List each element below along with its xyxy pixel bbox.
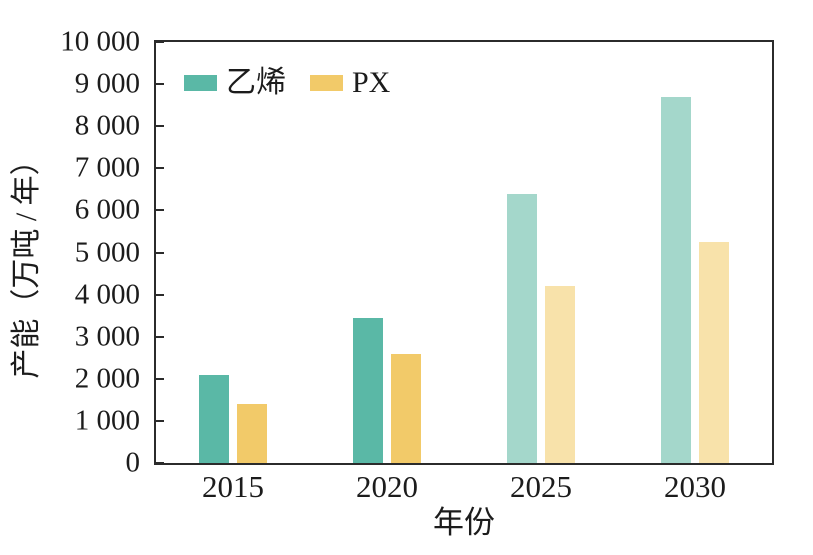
plot-area: 乙烯 PX <box>154 40 774 465</box>
y-tick-mark-4000 <box>156 293 164 296</box>
y-tick-label-7000: 7 000 <box>74 151 140 184</box>
x-tick-label-2015: 2015 <box>202 469 264 504</box>
y-tick-label-1000: 1 000 <box>74 404 140 437</box>
y-tick-label-6000: 6 000 <box>74 193 140 226</box>
y-tick-mark-7000 <box>156 167 164 170</box>
bar-乙烯-2020 <box>353 317 383 463</box>
legend-swatch-ethylene <box>184 75 217 91</box>
bar-乙烯-2015 <box>199 374 229 463</box>
y-tick-mark-9000 <box>156 83 164 86</box>
y-ticks-layer <box>156 41 772 464</box>
legend-item-px: PX <box>310 68 390 98</box>
x-tick-label-2030: 2030 <box>664 469 726 504</box>
y-tick-label-9000: 9 000 <box>74 67 140 100</box>
y-tick-mark-5000 <box>156 251 164 254</box>
y-tick-mark-10000 <box>156 41 164 43</box>
bar-PX-2015 <box>237 404 267 463</box>
bar-PX-2020 <box>391 353 421 463</box>
legend-item-ethylene: 乙烯 <box>184 68 286 98</box>
bar-PX-2025 <box>545 286 575 463</box>
legend-label-px: PX <box>352 66 391 99</box>
y-tick-label-8000: 8 000 <box>74 109 140 142</box>
y-tick-label-5000: 5 000 <box>74 236 140 268</box>
legend-label-ethylene: 乙烯 <box>226 66 286 99</box>
y-tick-label-2000: 2 000 <box>74 362 140 395</box>
y-tick-mark-8000 <box>156 125 164 128</box>
y-tick-label-10000: 10 000 <box>60 25 140 58</box>
y-tick-label-3000: 3 000 <box>74 320 140 353</box>
bar-乙烯-2025 <box>507 193 537 463</box>
x-tick-label-2020: 2020 <box>356 469 418 504</box>
y-tick-mark-0 <box>156 462 164 464</box>
bar-PX-2030 <box>699 241 729 463</box>
x-axis-title: 年份 <box>433 505 495 540</box>
y-tick-mark-6000 <box>156 209 164 212</box>
y-tick-mark-2000 <box>156 377 164 380</box>
bar-乙烯-2030 <box>661 96 691 463</box>
y-tick-label-4000: 4 000 <box>74 278 140 311</box>
legend-swatch-px <box>310 75 343 91</box>
bars-layer <box>156 42 772 463</box>
y-tick-mark-3000 <box>156 335 164 338</box>
legend: 乙烯 PX <box>184 68 390 98</box>
y-tick-mark-1000 <box>156 419 164 422</box>
y-tick-label-0: 0 <box>125 446 141 479</box>
x-tick-label-2025: 2025 <box>510 469 572 504</box>
